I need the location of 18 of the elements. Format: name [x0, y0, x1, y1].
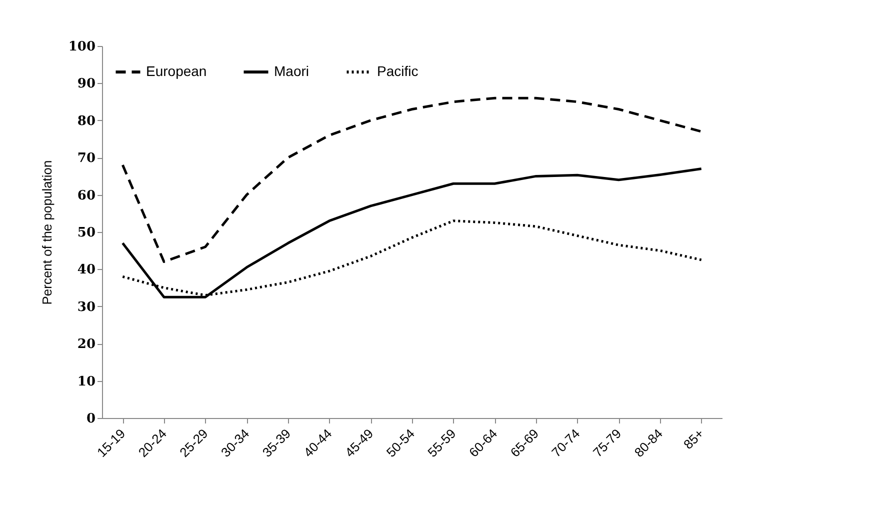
y-axis-title: Percent of the population: [39, 160, 54, 305]
y-tick-label: 60: [77, 188, 96, 204]
y-tick-label: 80: [77, 114, 96, 129]
x-tick-label: 85+: [680, 426, 707, 452]
y-tick-label: 50: [77, 226, 96, 240]
y-tick-label: 100: [68, 40, 96, 54]
legend-label: Maori: [274, 63, 310, 79]
y-tick-label: 70: [77, 151, 96, 166]
y-tick-label: 10: [77, 374, 96, 390]
line-series: [121, 168, 703, 298]
y-tick-label: 90: [77, 76, 96, 92]
y-tick-label: 20: [77, 337, 96, 352]
y-tick-label: 40: [77, 262, 96, 278]
legend-label: European: [146, 63, 207, 79]
legend-label: Pacific: [377, 63, 418, 79]
line-series: [121, 96, 703, 264]
y-tick-label: 0: [86, 412, 96, 426]
y-tick-label: 30: [77, 300, 96, 315]
